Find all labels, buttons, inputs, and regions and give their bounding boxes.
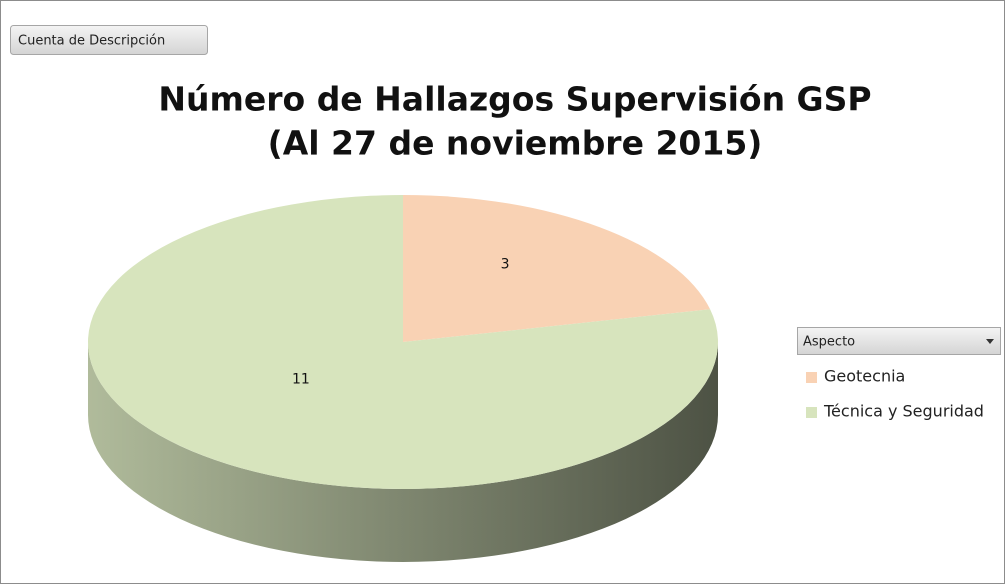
legend-title[interactable]: Aspecto bbox=[803, 335, 855, 350]
legend-filter[interactable]: Aspecto bbox=[797, 327, 1001, 355]
field-button[interactable]: Cuenta de Descripción bbox=[10, 25, 208, 55]
slice bbox=[403, 195, 711, 342]
data-label: 11 bbox=[292, 371, 310, 387]
legend-label: Técnica y Seguridad bbox=[823, 402, 984, 421]
field-button-label[interactable]: Cuenta de Descripción bbox=[18, 34, 165, 49]
legend: Geotecnia Técnica y Seguridad bbox=[806, 367, 984, 421]
legend-swatch bbox=[806, 407, 817, 418]
slice-side bbox=[88, 342, 718, 562]
chart-title: Número de Hallazgos Supervisión GSP bbox=[158, 80, 871, 119]
data-label: 3 bbox=[501, 257, 510, 273]
dropdown-arrow[interactable] bbox=[986, 339, 994, 344]
legend-swatch bbox=[806, 372, 817, 383]
chart-subtitle: (Al 27 de noviembre 2015) bbox=[268, 124, 763, 163]
legend-label: Geotecnia bbox=[824, 367, 905, 386]
pie: 3 11 bbox=[87, 195, 718, 562]
slice bbox=[87, 195, 718, 489]
